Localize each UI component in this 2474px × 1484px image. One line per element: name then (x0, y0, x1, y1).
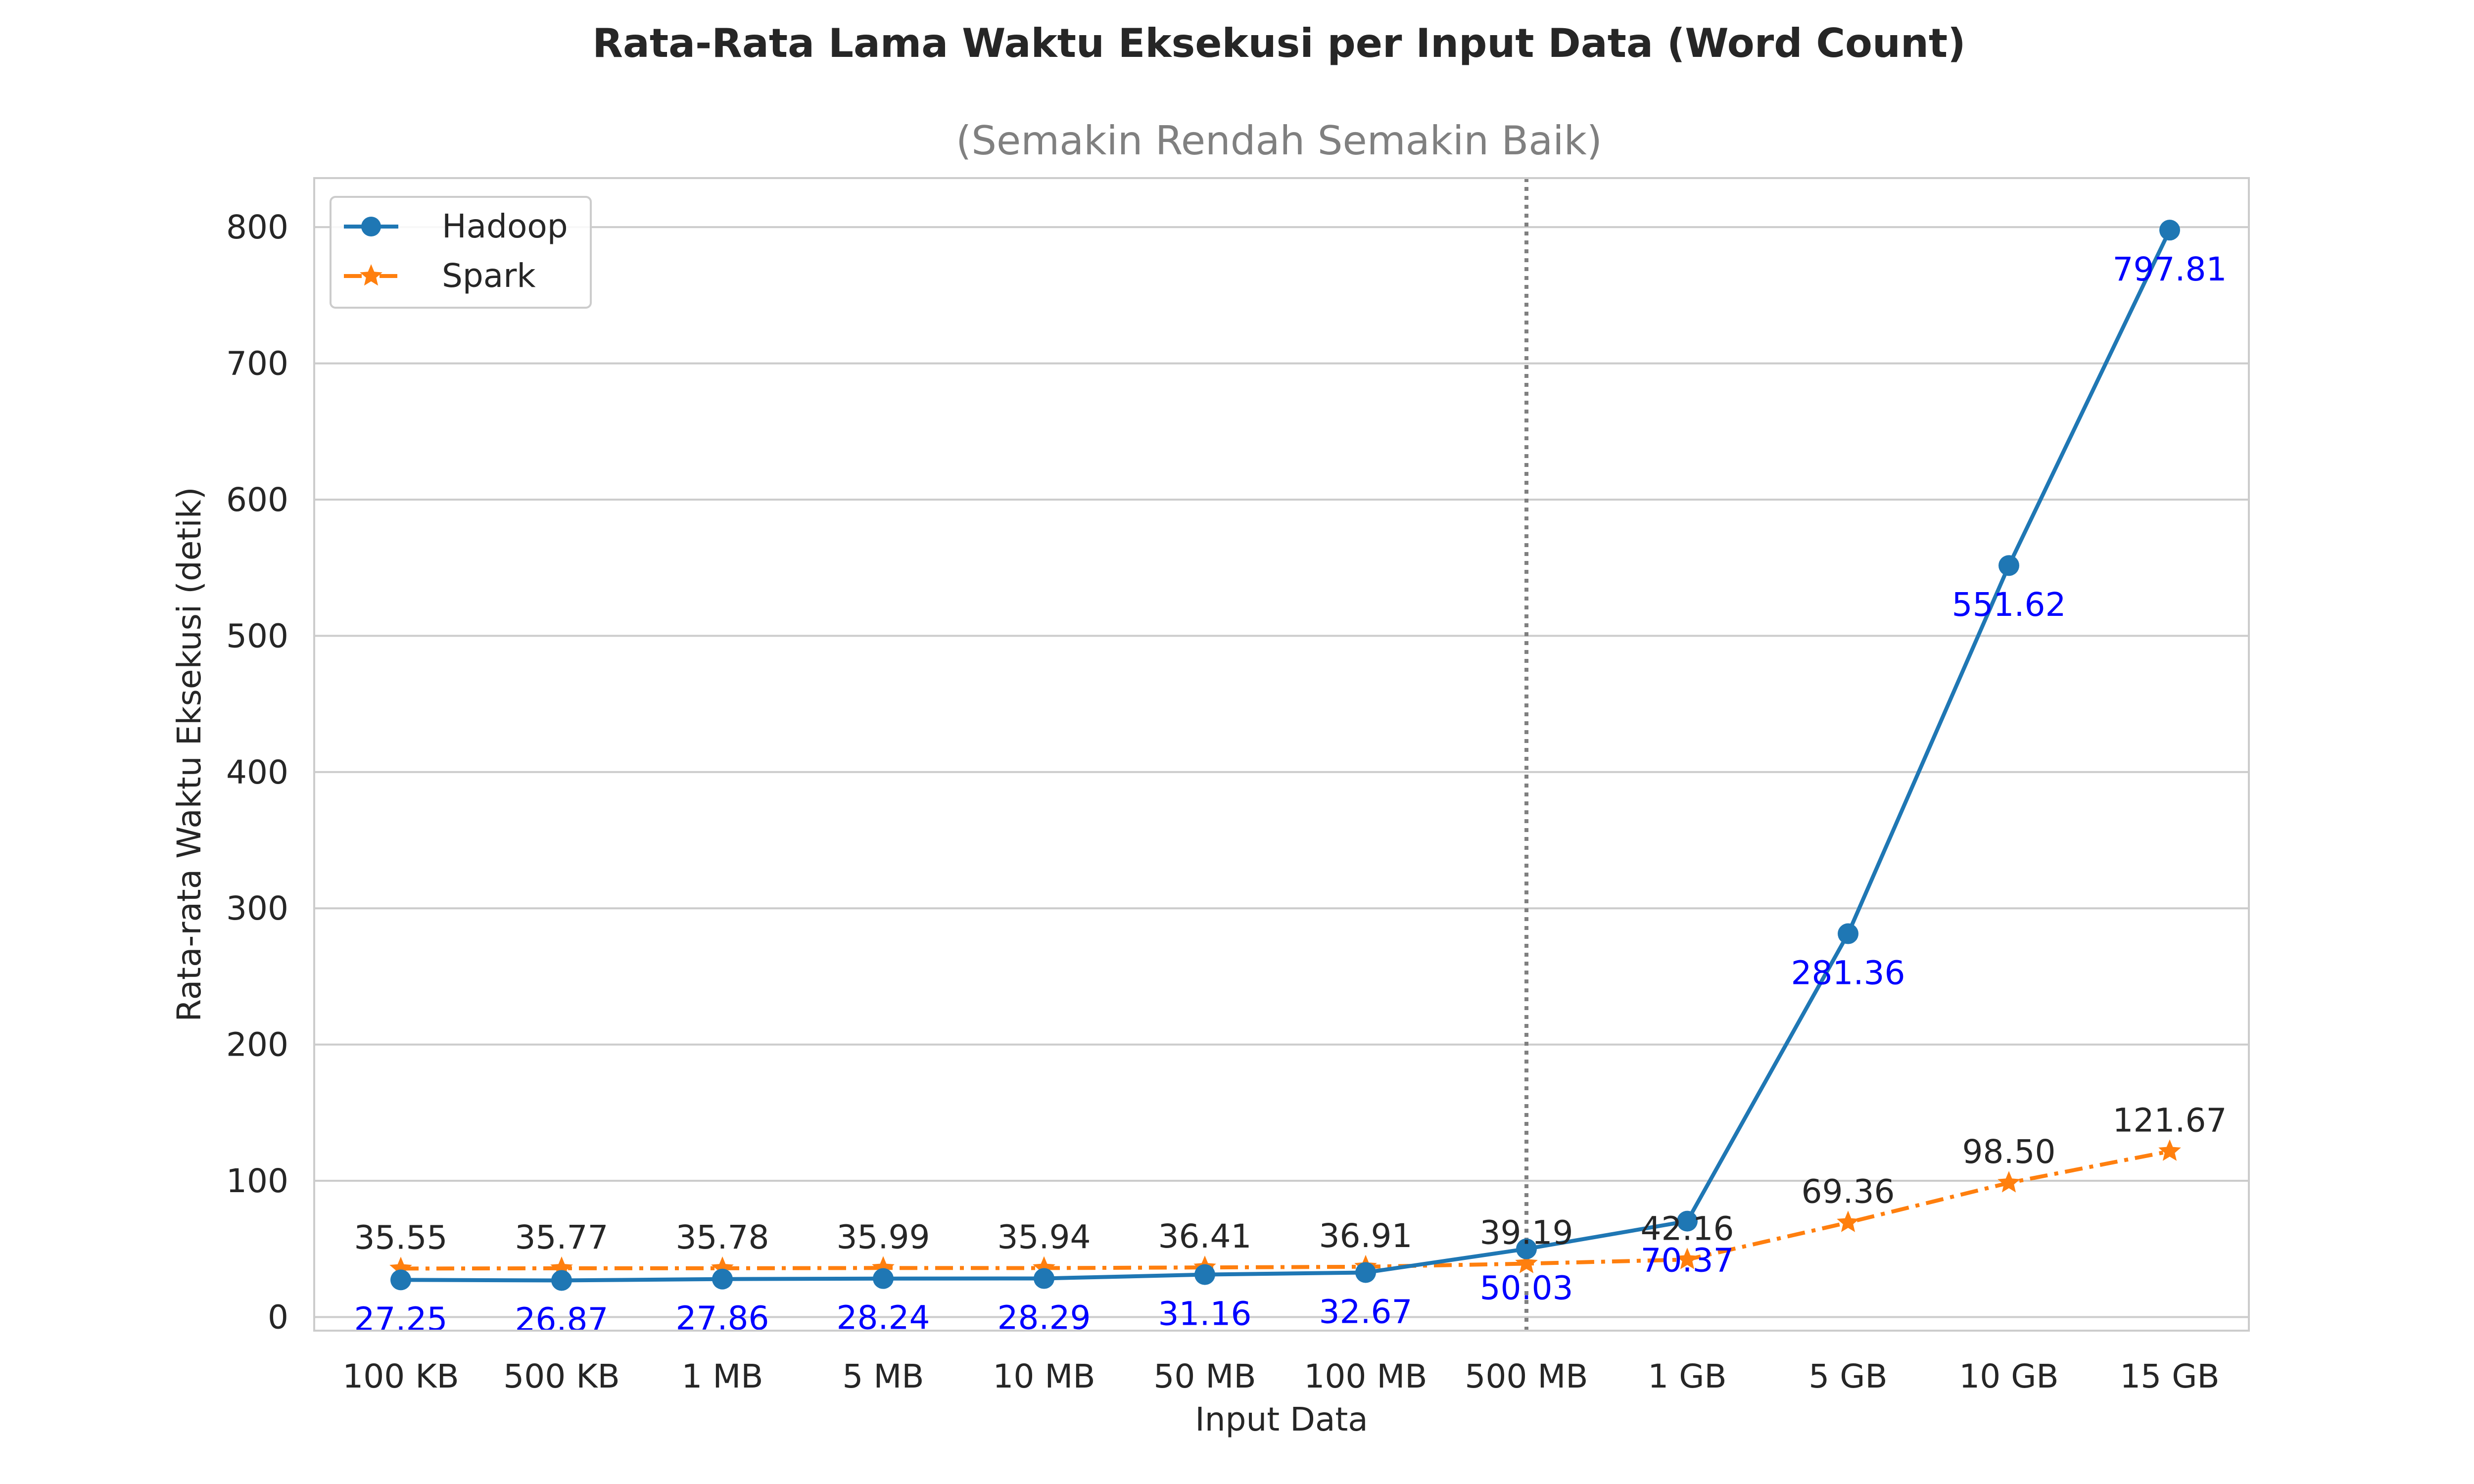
legend-spark-label: Spark (442, 257, 536, 295)
data-point-hadoop (1516, 1238, 1537, 1259)
data-point-hadoop (1355, 1262, 1376, 1283)
y-tick-label: 0 (268, 1298, 288, 1336)
data-label-spark: 36.41 (1158, 1217, 1252, 1255)
data-point-spark (1515, 1252, 1538, 1273)
legend-spark-marker (360, 264, 382, 286)
x-axis-ticks: 100 KB 500 KB 1 MB 5 MB 10 MB 50 MB 100 MB 500 … (342, 1357, 2219, 1395)
data-point-hadoop (2159, 220, 2180, 241)
x-tick-label: 10 MB (993, 1357, 1095, 1395)
y-axis-ticks: 0 100 200 300 400 500 600 700 800 (226, 208, 288, 1336)
data-label-hadoop: 50.03 (1480, 1269, 1573, 1307)
legend-hadoop-marker (361, 217, 381, 236)
data-label-hadoop: 32.67 (1319, 1293, 1413, 1331)
data-label-spark: 35.99 (837, 1218, 930, 1256)
data-label-spark: 69.36 (1802, 1172, 1895, 1210)
y-tick-label: 800 (226, 208, 288, 246)
data-point-hadoop (712, 1268, 733, 1290)
data-label-hadoop: 551.62 (1952, 586, 2066, 624)
data-label-spark: 98.50 (1962, 1133, 2056, 1171)
data-label-hadoop: 70.37 (1641, 1242, 1734, 1280)
data-label-spark: 42.16 (1641, 1209, 1734, 1248)
data-point-hadoop (1677, 1210, 1698, 1232)
data-label-hadoop: 797.81 (2113, 250, 2227, 288)
x-tick-label: 5 GB (1808, 1357, 1887, 1395)
data-point-spark (1998, 1171, 2020, 1193)
data-label-spark: 121.67 (2113, 1101, 2227, 1139)
data-label-spark: 36.91 (1319, 1217, 1413, 1255)
x-tick-label: 15 GB (2120, 1357, 2219, 1395)
data-label-spark: 35.78 (676, 1218, 769, 1256)
x-tick-label: 10 GB (1959, 1357, 2058, 1395)
data-label-hadoop: 26.87 (515, 1300, 609, 1339)
x-tick-label: 5 MB (842, 1357, 924, 1395)
y-tick-label: 300 (226, 889, 288, 928)
x-tick-label: 500 MB (1465, 1357, 1588, 1395)
y-tick-label: 200 (226, 1026, 288, 1064)
x-tick-label: 50 MB (1153, 1357, 1256, 1395)
x-tick-label: 100 MB (1304, 1357, 1427, 1395)
x-tick-label: 1 GB (1648, 1357, 1726, 1395)
data-label-spark: 35.94 (998, 1218, 1091, 1256)
data-label-hadoop: 27.25 (354, 1300, 448, 1338)
x-tick-label: 500 KB (503, 1357, 620, 1395)
plot-frame (313, 177, 2250, 1332)
x-axis-label: Input Data (1195, 1400, 1368, 1438)
y-tick-label: 100 (226, 1162, 288, 1200)
data-point-spark (1837, 1210, 1859, 1232)
y-axis-label: Rata-rata Waktu Eksekusi (detik) (170, 487, 208, 1021)
data-point-hadoop (1194, 1264, 1215, 1285)
y-tick-label: 600 (226, 481, 288, 519)
series-line-spark (400, 1149, 2170, 1271)
data-label-spark: 39.19 (1480, 1214, 1573, 1252)
chart-title: Rata-Rata Lama Waktu Eksekusi per Input … (592, 20, 1965, 66)
data-point-hadoop (1838, 923, 1858, 944)
data-point-hadoop (1998, 555, 2019, 576)
legend: Hadoop Spark (330, 196, 592, 309)
data-label-spark: 35.77 (515, 1218, 609, 1256)
data-point-hadoop (390, 1269, 411, 1291)
data-point-hadoop (551, 1270, 572, 1291)
x-tick-label: 1 MB (681, 1357, 763, 1395)
data-point-hadoop (873, 1268, 894, 1289)
chart-subtitle: (Semakin Rendah Semakin Baik) (956, 118, 1602, 164)
data-label-spark: 35.55 (354, 1219, 448, 1257)
x-tick-label: 100 KB (342, 1357, 459, 1395)
data-point-spark (2158, 1139, 2181, 1161)
data-label-hadoop: 31.16 (1158, 1295, 1252, 1333)
series-line-hadoop (400, 229, 2172, 1283)
series-layer (389, 220, 2181, 1291)
data-label-hadoop: 27.86 (676, 1299, 769, 1338)
data-point-spark (1676, 1248, 1699, 1269)
data-point-hadoop (1034, 1268, 1054, 1289)
legend-hadoop-label: Hadoop (442, 207, 568, 245)
data-label-hadoop: 281.36 (1791, 954, 1905, 992)
y-tick-label: 700 (226, 345, 288, 383)
y-tick-label: 400 (226, 753, 288, 791)
gridlines (314, 226, 2249, 1318)
y-tick-label: 500 (226, 617, 288, 655)
